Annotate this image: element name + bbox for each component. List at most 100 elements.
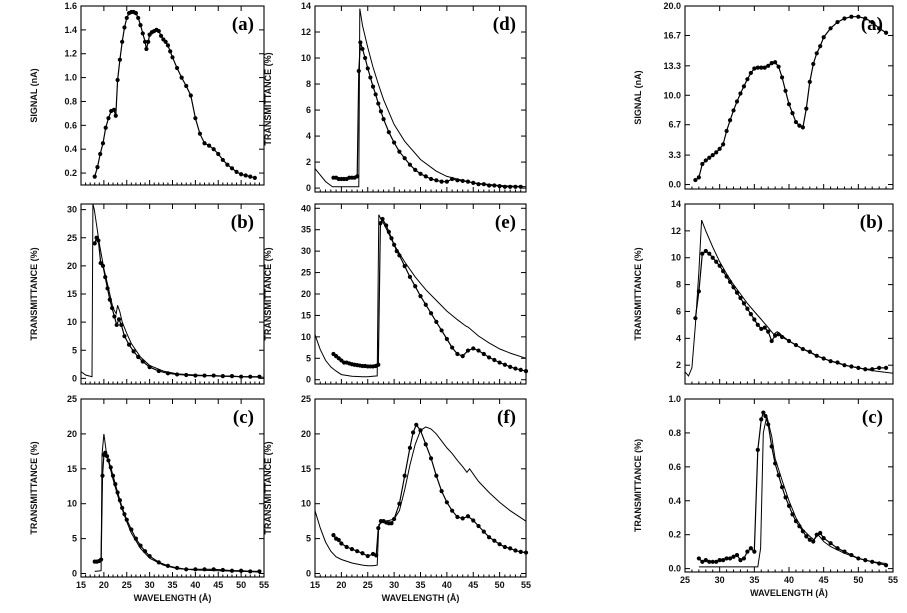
data-point [734,552,740,558]
data-point [450,508,455,513]
data-point [870,559,875,564]
data-point [220,567,225,573]
data-point [734,290,740,295]
y-tick-label: 10 [301,53,311,63]
data-point [807,349,812,354]
data-point [365,66,370,71]
data-point [707,155,712,160]
data-point [147,553,152,559]
data-point [800,125,805,130]
data-point [752,66,757,71]
data-point [381,117,386,122]
chart-panel-mid-e: 0 5 10 15 20 25 30 35 40 TRANSMITTANCE (%) (e) [263,203,529,385]
data-point [481,351,486,357]
data-point [444,179,449,184]
data-point [793,119,799,125]
data-point [745,549,750,554]
y-tick-label: 10 [67,317,77,327]
data-point [124,517,129,522]
data-point [769,444,774,449]
data-point [413,167,418,172]
data-point [216,151,221,157]
data-point [776,332,781,337]
data-point [518,549,523,554]
panel-label: (f) [497,407,516,428]
data-point [513,184,518,189]
y-tick-label: 10 [671,253,681,263]
data-point [331,533,336,538]
y-tick-label: 20 [301,429,311,439]
data-point [721,558,726,563]
data-point [124,15,129,21]
series-line-calculated [314,214,527,378]
data-point [476,523,481,529]
data-point [392,140,397,145]
data-point [703,558,708,563]
y-tick-label: 10.0 [663,90,681,100]
data-point [835,546,840,551]
data-point [423,442,428,447]
data-point [402,473,407,478]
data-point [696,556,701,561]
data-point [92,241,97,246]
data-point [748,546,753,551]
data-point [814,353,819,358]
data-point [471,346,476,351]
data-point [486,355,492,360]
data-point [849,364,854,369]
data-point [721,142,726,147]
data-point [776,473,781,478]
x-tick-label: 25 [680,575,690,585]
series-line-measured [94,236,260,378]
data-point [418,294,423,299]
data-point [193,373,198,378]
data-point [700,559,705,564]
x-tick-label: 55 [888,575,898,585]
x-tick-label: 25 [122,580,132,590]
data-point [828,26,833,31]
data-point [761,410,766,415]
y-axis-title: TRANSMITTANCE (%) [263,52,273,145]
y-tick-label: 20.0 [663,1,681,11]
data-point [700,161,705,167]
y-tick-label: 4 [676,333,681,343]
y-tick-label: 20 [301,289,311,299]
x-axis-title: WAVELENGTH (Å) [750,588,828,598]
chart-panel-left-a: 0.2 0.4 0.6 0.8 1.0 1.2 1.4 1.6 SIGNAL (nA) (a) [29,1,265,186]
y-tick-label: 0.6 [668,462,681,472]
data-point [766,422,771,427]
data-point [738,295,743,301]
data-point [465,179,471,184]
data-point [790,512,795,517]
y-tick-label: 0.4 [668,496,681,506]
y-tick-label: 16.7 [663,30,681,40]
data-point [793,342,799,348]
data-point [174,565,180,571]
x-tick-label: 20 [99,580,109,590]
data-point [394,249,399,254]
x-tick-label: 55 [259,580,269,590]
data-point [502,184,507,189]
data-point [131,349,136,354]
data-point [714,150,719,155]
data-point [870,19,875,25]
data-point [115,490,120,495]
x-tick-label: 40 [442,580,452,590]
data-point [863,558,868,563]
data-point [103,450,108,455]
data-point [818,44,823,49]
data-point [769,61,774,66]
data-point [211,373,216,378]
data-point [122,512,127,517]
data-point [766,63,771,68]
data-point [202,373,207,378]
x-tick-label: 50 [236,580,246,590]
y-tick-label: 0.0 [668,180,681,190]
data-point [129,527,134,532]
y-tick-label: 25 [301,268,311,278]
data-point [358,40,363,45]
data-point [103,125,108,130]
data-point [349,546,355,552]
data-point [370,84,376,89]
data-point [460,354,465,359]
